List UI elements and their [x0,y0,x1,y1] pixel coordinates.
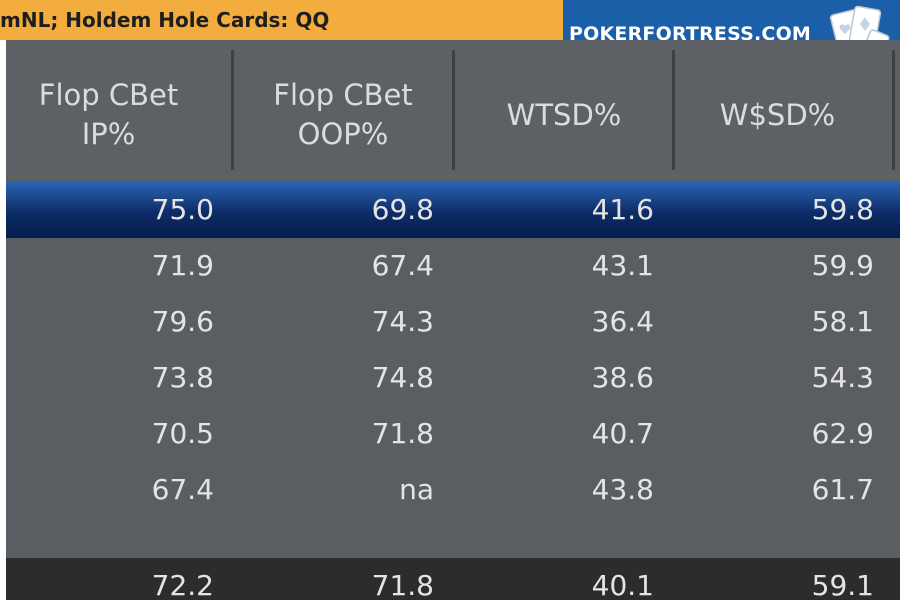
cell-flop-cbet-ip: 71.9 [151,249,214,282]
total-flop-cbet-oop: 71.8 [371,569,434,602]
cell-flop-cbet-ip: 73.8 [151,361,214,394]
table-row[interactable]: 67.4 na 43.8 61.7 [6,462,900,518]
cell-flop-cbet-oop: 69.8 [371,193,434,226]
brand-text: POKERFORTRESS.COM [569,23,812,45]
cell-wtsd: 36.4 [591,305,654,338]
cell-flop-cbet-oop: 71.8 [371,417,434,450]
cell-flop-cbet-ip: 70.5 [151,417,214,450]
cell-wtsd: 40.7 [591,417,654,450]
cell-flop-cbet-oop: 74.3 [371,305,434,338]
table-row[interactable]: 79.6 74.3 36.4 58.1 [6,294,900,350]
table-row[interactable]: 70.5 71.8 40.7 62.9 [6,406,900,462]
column-header-line: IP% [81,117,136,151]
cell-wsd: 54.3 [811,361,874,394]
column-divider [672,50,675,170]
table-header: Flop CBet IP% Flop CBet OOP% WTSD% W$SD% [6,40,900,180]
column-header-flop-cbet-oop[interactable]: Flop CBet OOP% [234,50,452,180]
cell-flop-cbet-ip: 75.0 [151,193,214,226]
cell-flop-cbet-oop: na [399,473,434,506]
cell-wtsd: 43.8 [591,473,654,506]
cell-wsd: 59.9 [811,249,874,282]
cell-wsd: 58.1 [811,305,874,338]
cell-wtsd: 41.6 [591,193,654,226]
cell-flop-cbet-oop: 67.4 [371,249,434,282]
column-divider [231,50,234,170]
report-title: mNL; Holdem Hole Cards: QQ [0,8,330,32]
total-flop-cbet-ip: 72.2 [151,569,214,602]
cell-wtsd: 43.1 [591,249,654,282]
total-wtsd: 40.1 [591,569,654,602]
cell-wsd: 61.7 [811,473,874,506]
total-wsd: 59.1 [811,569,874,602]
table-row[interactable]: 73.8 74.8 38.6 54.3 [6,350,900,406]
column-header-wtsd[interactable]: WTSD% [455,50,673,180]
table-row-total[interactable]: 72.2 71.8 40.1 59.1 [6,558,900,602]
cell-flop-cbet-oop: 74.8 [371,361,434,394]
column-header-line: Flop CBet [273,78,413,112]
cell-wtsd: 38.6 [591,361,654,394]
column-header-line: WTSD% [506,97,622,132]
column-divider [892,50,895,170]
cell-flop-cbet-ip: 67.4 [151,473,214,506]
column-header-flop-cbet-ip[interactable]: Flop CBet IP% [6,50,211,180]
column-header-wsd[interactable]: W$SD% [675,50,880,180]
column-header-line: W$SD% [719,97,836,132]
column-header-line: Flop CBet [38,78,179,112]
table-row-selected[interactable]: 75.0 69.8 41.6 59.8 [6,182,900,238]
table-row[interactable]: 71.9 67.4 43.1 59.9 [6,238,900,294]
cell-flop-cbet-ip: 79.6 [151,305,214,338]
column-divider [452,50,455,170]
cell-wsd: 59.8 [811,193,874,226]
cell-wsd: 62.9 [811,417,874,450]
column-header-line: OOP% [297,117,389,151]
stats-table: Flop CBet IP% Flop CBet OOP% WTSD% W$SD%… [6,40,900,602]
